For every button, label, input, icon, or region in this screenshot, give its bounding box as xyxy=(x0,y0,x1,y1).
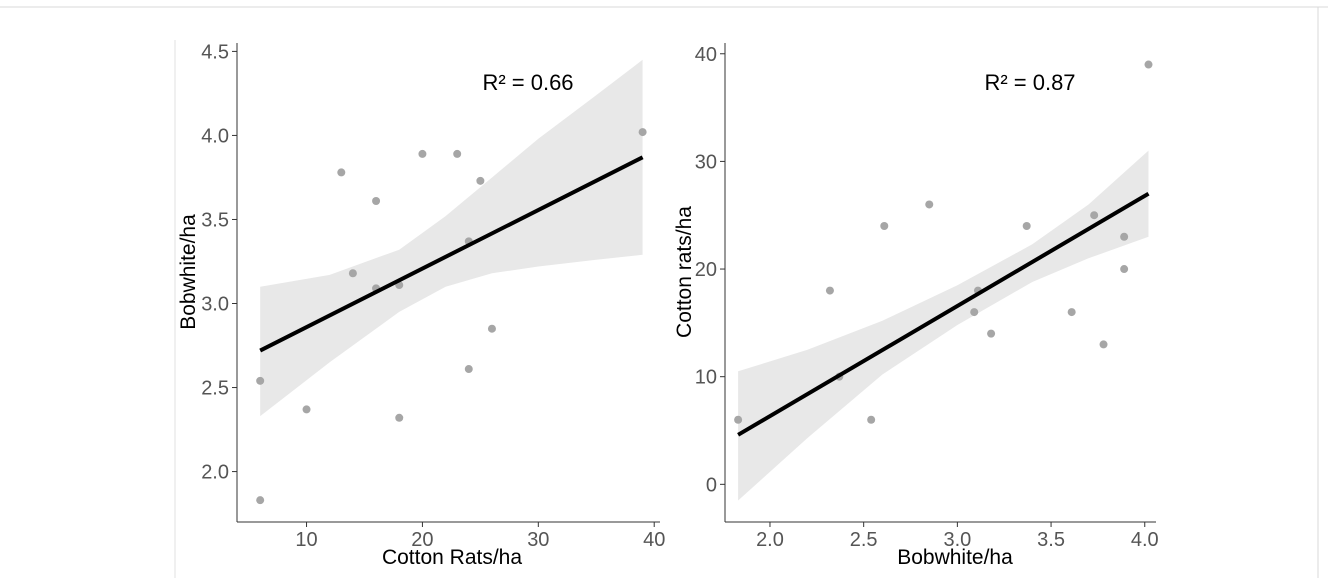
x-tick-label: 4.0 xyxy=(1131,529,1159,551)
x-axis-title: Bobwhite/ha xyxy=(897,546,1013,569)
regression-line xyxy=(738,194,1148,435)
data-point xyxy=(880,222,888,230)
data-point xyxy=(970,308,978,316)
data-point xyxy=(1145,61,1153,69)
data-point xyxy=(303,405,311,413)
data-point xyxy=(465,365,473,373)
data-point xyxy=(418,150,426,158)
y-tick-label: 2.5 xyxy=(201,378,229,400)
y-axis-title: Cotton rats/ha xyxy=(673,206,696,338)
y-tick-label: 2.0 xyxy=(201,462,229,484)
y-tick-label: 10 xyxy=(695,367,717,389)
data-point xyxy=(987,330,995,338)
y-tick-label: 20 xyxy=(695,259,717,281)
data-point xyxy=(826,287,834,295)
x-tick-label: 2.0 xyxy=(756,529,784,551)
data-point xyxy=(337,168,345,176)
data-point xyxy=(1090,211,1098,219)
y-tick-label: 0 xyxy=(706,474,717,496)
data-point xyxy=(395,414,403,422)
y-tick-label: 3.0 xyxy=(201,294,229,316)
data-point xyxy=(349,269,357,277)
y-axis-title: Bobwhite/ha xyxy=(177,214,200,330)
confidence-band xyxy=(738,151,1148,501)
data-point xyxy=(372,197,380,205)
y-tick-label: 30 xyxy=(695,151,717,173)
data-point xyxy=(1068,308,1076,316)
confidence-band xyxy=(260,60,642,416)
data-point xyxy=(1023,222,1031,230)
data-point xyxy=(734,416,742,424)
data-point xyxy=(867,416,875,424)
x-tick-label: 40 xyxy=(643,529,665,551)
data-point xyxy=(639,128,647,136)
data-point xyxy=(453,150,461,158)
right-panel: 2.0 2.5 3.0 3.5 4.0010203040Bobwhite/haCotto… xyxy=(673,43,1159,569)
data-point xyxy=(1100,340,1108,348)
x-tick-label: 3.5 xyxy=(1037,529,1065,551)
x-tick-label: 30 xyxy=(527,529,549,551)
y-tick-label: 4.5 xyxy=(201,41,229,63)
data-point xyxy=(925,200,933,208)
x-axis-title: Cotton Rats/ha xyxy=(382,546,522,569)
x-tick-label: 2.5 xyxy=(850,529,878,551)
data-point xyxy=(1120,265,1128,273)
r-squared-annotation: R² = 0.87 xyxy=(984,70,1075,95)
data-point xyxy=(1120,233,1128,241)
data-point xyxy=(256,496,264,504)
x-tick-label: 10 xyxy=(295,529,317,551)
data-point xyxy=(488,325,496,333)
y-tick-label: 4.0 xyxy=(201,125,229,147)
y-tick-label: 3.5 xyxy=(201,209,229,231)
r-squared-annotation: R² = 0.66 xyxy=(482,70,573,95)
data-point xyxy=(476,177,484,185)
data-point xyxy=(256,377,264,385)
y-tick-label: 40 xyxy=(695,44,717,66)
